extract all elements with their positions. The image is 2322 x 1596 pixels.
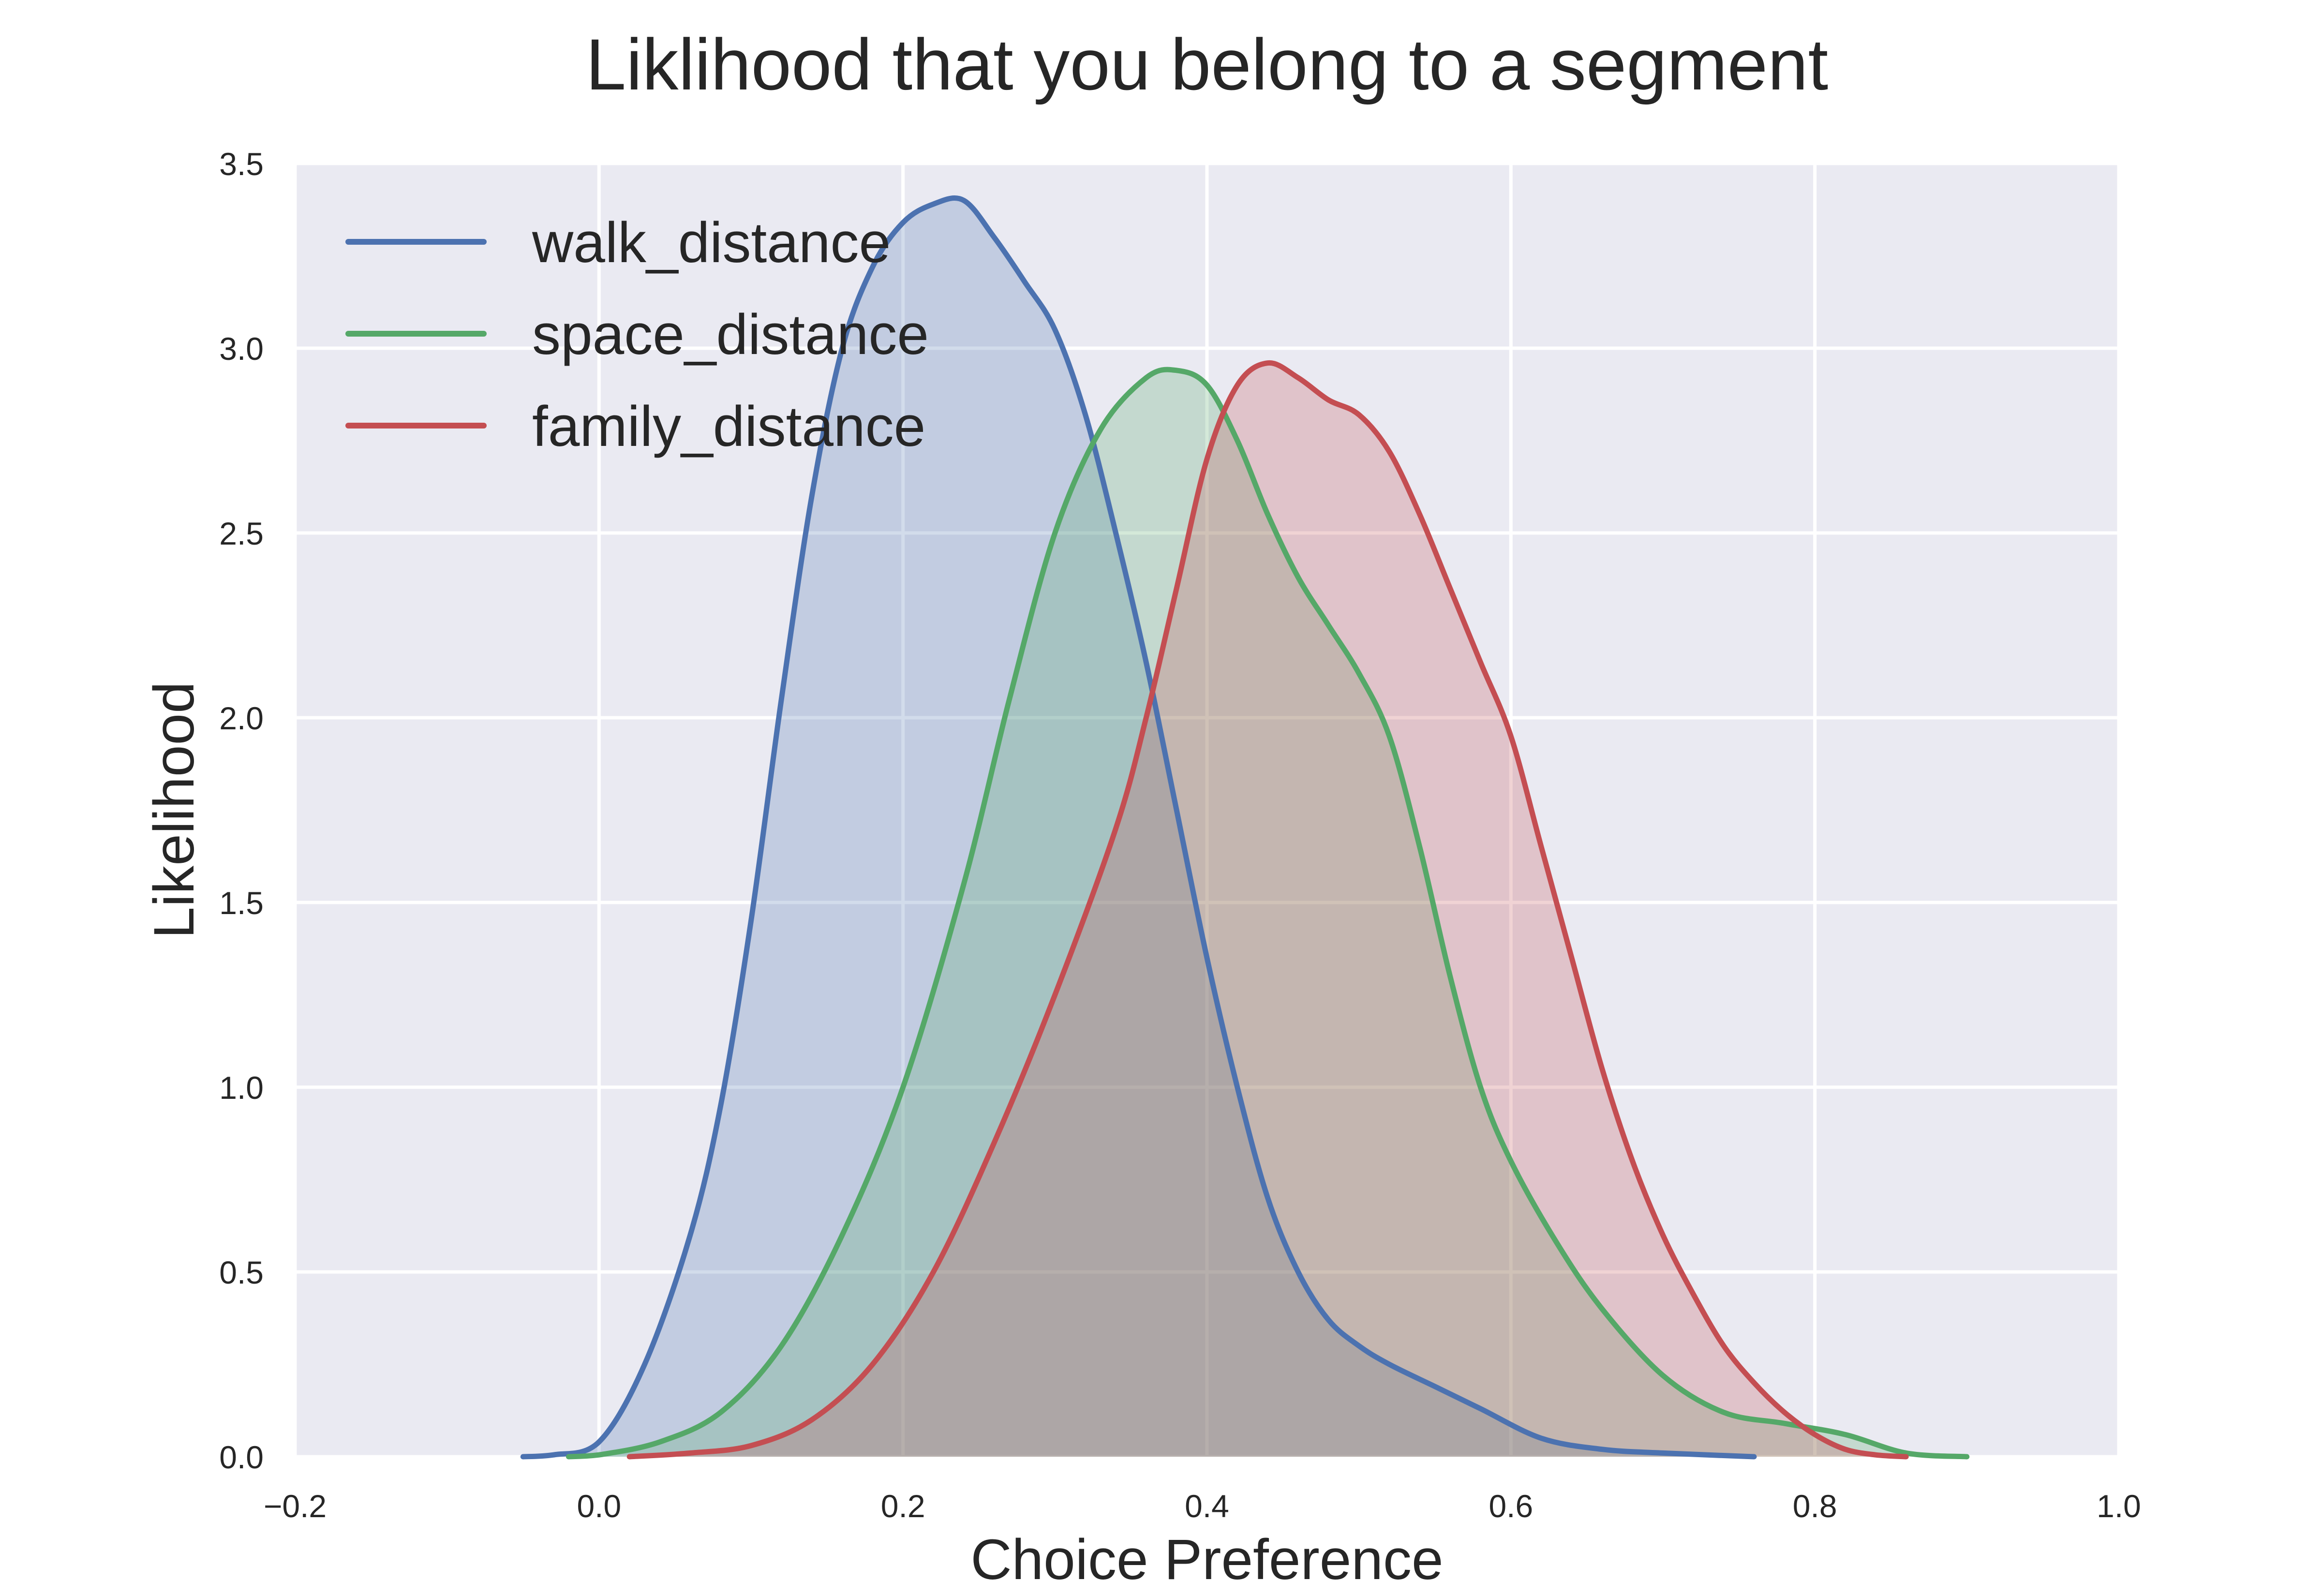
line-walk_distance <box>520 195 1757 1460</box>
chart-title: Liklihood that you belong to a segment <box>586 24 1828 105</box>
y-axis-ticks: 0.0 0.5 1.0 1.5 2.0 2.5 3.0 3.5 <box>219 146 264 1475</box>
x-tick-label: 0.6 <box>1488 1488 1533 1524</box>
x-tick-label: 0.4 <box>1185 1488 1229 1524</box>
y-tick-label: 3.5 <box>219 146 264 182</box>
y-tick-label: 1.0 <box>219 1070 264 1106</box>
legend-label-space_distance: space_distance <box>532 303 929 367</box>
x-tick-label: 0.2 <box>881 1488 925 1524</box>
density-lines <box>520 195 1970 1460</box>
legend-label-family_distance: family_distance <box>532 395 925 458</box>
x-tick-label: −0.2 <box>264 1488 327 1524</box>
legend: walk_distance space_distance family_distan… <box>345 211 929 458</box>
y-tick-label: 0.0 <box>219 1439 264 1475</box>
x-tick-label: 0.0 <box>577 1488 621 1524</box>
x-tick-label: 0.8 <box>1793 1488 1837 1524</box>
legend-label-walk_distance: walk_distance <box>532 211 891 275</box>
y-axis-label: Likelihood <box>142 681 206 938</box>
area-walk_distance <box>523 198 1754 1457</box>
y-tick-label: 2.0 <box>219 700 264 736</box>
line-space_distance <box>566 367 1970 1460</box>
x-axis-ticks: −0.2 0.0 0.2 0.4 0.6 0.8 1.0 <box>264 1488 2141 1524</box>
area-family_distance <box>629 363 1906 1457</box>
y-tick-label: 2.5 <box>219 516 264 551</box>
area-space_distance <box>568 369 1967 1457</box>
x-axis-label: Choice Preference <box>970 1528 1443 1592</box>
y-tick-label: 3.0 <box>219 331 264 367</box>
y-tick-label: 1.5 <box>219 885 264 921</box>
line-family_distance <box>626 360 1909 1460</box>
y-tick-label: 0.5 <box>219 1255 264 1290</box>
x-tick-label: 1.0 <box>2097 1488 2141 1524</box>
density-areas <box>523 198 1967 1457</box>
